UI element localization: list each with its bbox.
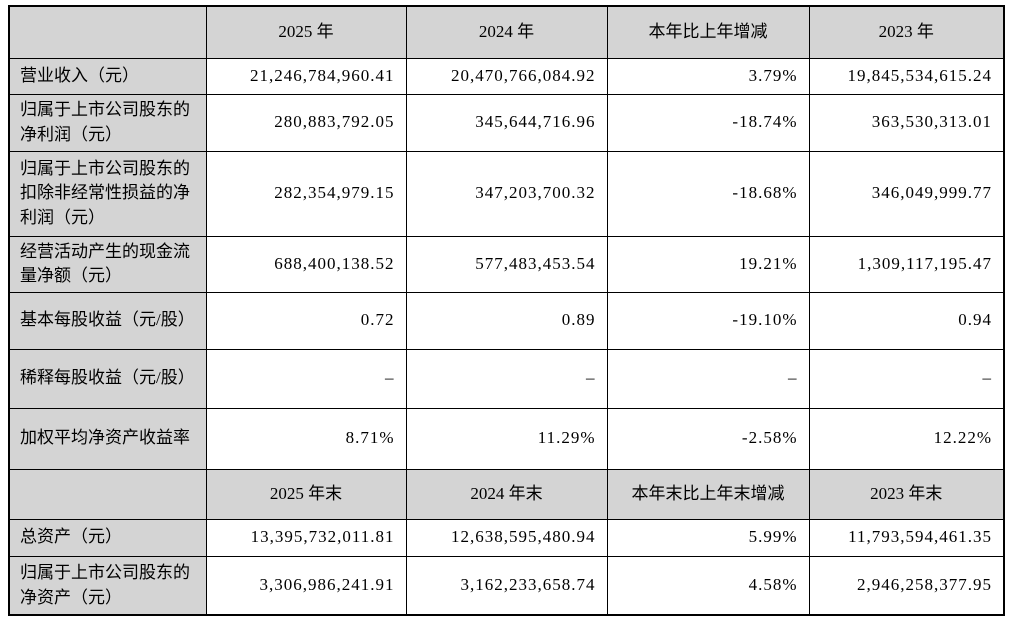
column-header-2024-end: 2024 年末 xyxy=(405,468,608,520)
table-row-revenue: 营业收入（元） 21,246,784,960.41 20,470,766,084… xyxy=(8,57,1005,95)
header-corner-cell xyxy=(8,468,207,520)
cell-value: 19,845,534,615.24 xyxy=(808,57,1005,95)
cell-value: – xyxy=(808,348,1005,409)
header-corner-cell xyxy=(8,5,207,59)
cell-value: 0.72 xyxy=(205,291,407,350)
cell-value: 13,395,732,011.81 xyxy=(205,518,407,557)
cell-value: 0.89 xyxy=(405,291,608,350)
table-row-weighted-avg-roe: 加权平均净资产收益率 8.71% 11.29% -2.58% 12.22% xyxy=(8,407,1005,470)
cell-value: 20,470,766,084.92 xyxy=(405,57,608,95)
table-row-diluted-eps: 稀释每股收益（元/股） – – – – xyxy=(8,348,1005,409)
cell-value: – xyxy=(606,348,810,409)
cell-value: 19.21% xyxy=(606,235,810,293)
cell-value: -18.68% xyxy=(606,150,810,237)
cell-value: 345,644,716.96 xyxy=(405,93,608,152)
cell-value: – xyxy=(405,348,608,409)
cell-value: 3,162,233,658.74 xyxy=(405,555,608,616)
row-label: 归属于上市公司股东的净资产（元） xyxy=(8,555,207,616)
cell-value: -18.74% xyxy=(606,93,810,152)
cell-value: 688,400,138.52 xyxy=(205,235,407,293)
cell-value: 11.29% xyxy=(405,407,608,470)
cell-value: 4.58% xyxy=(606,555,810,616)
row-label: 加权平均净资产收益率 xyxy=(8,407,207,470)
cell-value: -19.10% xyxy=(606,291,810,350)
cell-value: 3,306,986,241.91 xyxy=(205,555,407,616)
cell-value: 2,946,258,377.95 xyxy=(808,555,1005,616)
row-label: 稀释每股收益（元/股） xyxy=(8,348,207,409)
row-label: 经营活动产生的现金流量净额（元） xyxy=(8,235,207,293)
cell-value: 12,638,595,480.94 xyxy=(405,518,608,557)
table-row-total-assets: 总资产（元） 13,395,732,011.81 12,638,595,480.… xyxy=(8,518,1005,557)
column-header-2025-end: 2025 年末 xyxy=(205,468,407,520)
cell-value: 5.99% xyxy=(606,518,810,557)
header-row-annual: 2025 年 2024 年 本年比上年增减 2023 年 xyxy=(8,5,1005,59)
row-label: 归属于上市公司股东的扣除非经常性损益的净利润（元） xyxy=(8,150,207,237)
cell-value: 363,530,313.01 xyxy=(808,93,1005,152)
cell-value: – xyxy=(205,348,407,409)
column-header-2024: 2024 年 xyxy=(405,5,608,59)
cell-value: 21,246,784,960.41 xyxy=(205,57,407,95)
row-label: 归属于上市公司股东的净利润（元） xyxy=(8,93,207,152)
table-row-operating-cash-flow: 经营活动产生的现金流量净额（元） 688,400,138.52 577,483,… xyxy=(8,235,1005,293)
financial-summary-table: 2025 年 2024 年 本年比上年增减 2023 年 营业收入（元） 21,… xyxy=(8,5,1005,617)
table-row-basic-eps: 基本每股收益（元/股） 0.72 0.89 -19.10% 0.94 xyxy=(8,291,1005,350)
cell-value: 8.71% xyxy=(205,407,407,470)
table-row-net-profit: 归属于上市公司股东的净利润（元） 280,883,792.05 345,644,… xyxy=(8,93,1005,152)
row-label: 营业收入（元） xyxy=(8,57,207,95)
header-row-period-end: 2025 年末 2024 年末 本年末比上年末增减 2023 年末 xyxy=(8,468,1005,520)
cell-value: 1,309,117,195.47 xyxy=(808,235,1005,293)
cell-value: 0.94 xyxy=(808,291,1005,350)
column-header-2023: 2023 年 xyxy=(808,5,1005,59)
cell-value: 11,793,594,461.35 xyxy=(808,518,1005,557)
cell-value: -2.58% xyxy=(606,407,810,470)
row-label: 总资产（元） xyxy=(8,518,207,557)
column-header-yoy-change: 本年比上年增减 xyxy=(606,5,810,59)
row-label: 基本每股收益（元/股） xyxy=(8,291,207,350)
cell-value: 282,354,979.15 xyxy=(205,150,407,237)
column-header-end-change: 本年末比上年末增减 xyxy=(606,468,810,520)
cell-value: 347,203,700.32 xyxy=(405,150,608,237)
column-header-2025: 2025 年 xyxy=(205,5,407,59)
column-header-2023-end: 2023 年末 xyxy=(808,468,1005,520)
cell-value: 280,883,792.05 xyxy=(205,93,407,152)
cell-value: 12.22% xyxy=(808,407,1005,470)
table-row-net-profit-excl-nonrecurring: 归属于上市公司股东的扣除非经常性损益的净利润（元） 282,354,979.15… xyxy=(8,150,1005,237)
table-row-net-assets: 归属于上市公司股东的净资产（元） 3,306,986,241.91 3,162,… xyxy=(8,555,1005,616)
cell-value: 346,049,999.77 xyxy=(808,150,1005,237)
cell-value: 577,483,453.54 xyxy=(405,235,608,293)
cell-value: 3.79% xyxy=(606,57,810,95)
